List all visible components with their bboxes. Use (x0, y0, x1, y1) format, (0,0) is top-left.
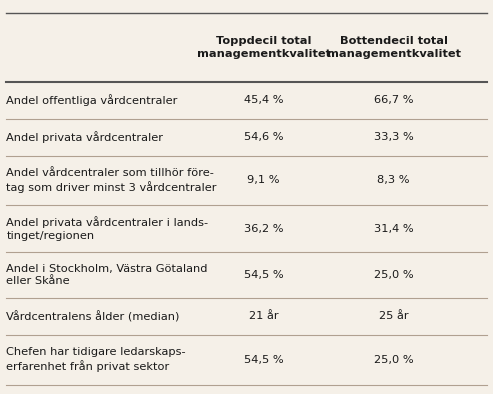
Text: Andel vårdcentraler som tillhör före-
tag som driver minst 3 vårdcentraler: Andel vårdcentraler som tillhör före- ta… (6, 168, 217, 193)
Text: 33,3 %: 33,3 % (374, 132, 414, 142)
Text: 45,4 %: 45,4 % (244, 95, 283, 105)
Text: 8,3 %: 8,3 % (377, 175, 410, 186)
Text: 31,4 %: 31,4 % (374, 223, 413, 234)
Text: Chefen har tidigare ledarskaps-
erfarenhet från privat sektor: Chefen har tidigare ledarskaps- erfarenh… (6, 348, 186, 372)
Text: 25 år: 25 år (379, 311, 408, 322)
Text: Andel offentliga vårdcentraler: Andel offentliga vårdcentraler (6, 94, 177, 106)
Text: 54,5 %: 54,5 % (244, 355, 283, 365)
Text: Andel i Stockholm, Västra Götaland
eller Skåne: Andel i Stockholm, Västra Götaland eller… (6, 264, 208, 286)
Text: Andel privata vårdcentraler: Andel privata vårdcentraler (6, 131, 163, 143)
Text: Toppdecil total
managementkvalitet: Toppdecil total managementkvalitet (197, 36, 331, 59)
Text: 21 år: 21 år (249, 311, 279, 322)
Text: Bottendecil total
managementkvalitet: Bottendecil total managementkvalitet (326, 36, 460, 59)
Text: 36,2 %: 36,2 % (244, 223, 283, 234)
Text: 54,6 %: 54,6 % (244, 132, 283, 142)
Text: Andel privata vårdcentraler i lands-
tinget/regionen: Andel privata vårdcentraler i lands- tin… (6, 216, 209, 241)
Text: 9,1 %: 9,1 % (247, 175, 280, 186)
Text: 54,5 %: 54,5 % (244, 270, 283, 280)
Text: 25,0 %: 25,0 % (374, 355, 413, 365)
Text: 25,0 %: 25,0 % (374, 270, 413, 280)
Text: Vårdcentralens ålder (median): Vårdcentralens ålder (median) (6, 311, 179, 322)
Text: 66,7 %: 66,7 % (374, 95, 413, 105)
